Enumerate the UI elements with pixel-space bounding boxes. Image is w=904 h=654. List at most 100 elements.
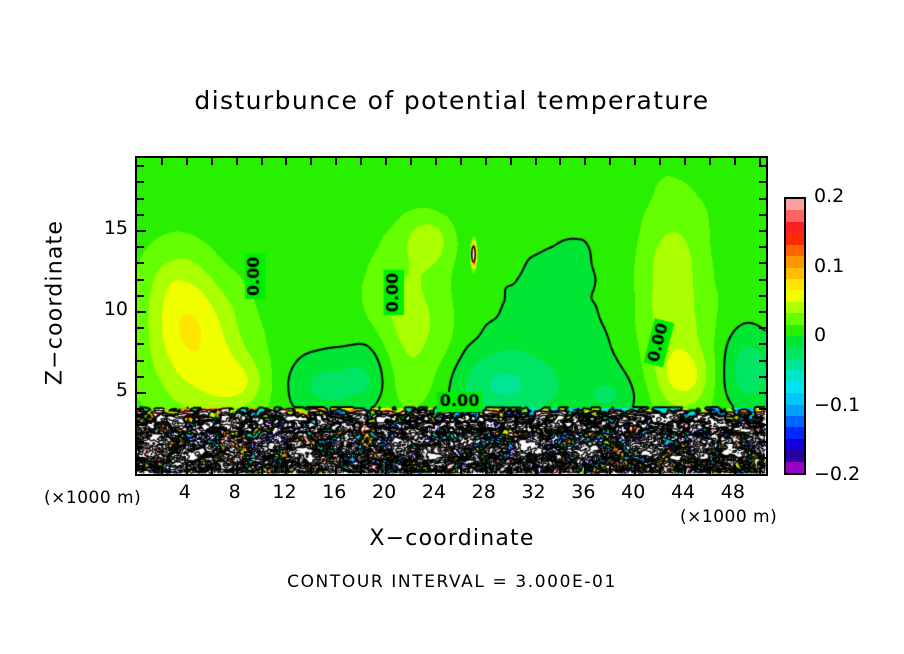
x-tick-mark: [484, 465, 487, 474]
x-tick-mark: [185, 465, 188, 474]
y-tick-mark: [137, 424, 144, 427]
x-tick-mark-top: [285, 158, 288, 165]
x-tick-mark-top: [160, 158, 163, 165]
y-tick-mark: [137, 327, 144, 330]
x-tick-mark-top: [434, 158, 437, 165]
colorbar-band: [786, 381, 804, 394]
y-tick-mark: [137, 278, 144, 281]
colorbar-band: [786, 267, 804, 279]
x-tick-mark-top: [584, 158, 587, 165]
colorbar-band: [786, 313, 804, 325]
y-tick-mark-right: [759, 424, 766, 427]
colorbar-tick-label: −0.2: [814, 463, 861, 485]
x-tick-mark-top: [684, 158, 687, 165]
colorbar-band: [786, 278, 804, 291]
y-tick-mark-right: [759, 246, 766, 249]
y-tick-mark-right: [759, 327, 766, 330]
y-tick-mark-right: [759, 408, 766, 411]
colorbar-band: [786, 324, 804, 337]
y-tick-mark-right: [759, 294, 766, 297]
colorbar-band: [786, 393, 804, 405]
y-tick-mark: [137, 456, 144, 459]
colorbar-band: [786, 416, 804, 428]
x-tick-mark-top: [260, 158, 263, 165]
y-tick-mark: [137, 408, 144, 411]
y-tick-mark-right: [759, 229, 766, 232]
colorbar-band: [786, 461, 804, 474]
x-axis-unit-label: (×1000 m): [680, 507, 778, 527]
y-tick-mark: [137, 197, 144, 200]
colorbar-band: [786, 450, 804, 462]
x-tick-mark: [360, 467, 363, 474]
colorbar-band: [786, 404, 804, 417]
x-tick-mark: [509, 467, 512, 474]
x-tick-label: 16: [322, 481, 347, 503]
x-tick-mark: [659, 467, 662, 474]
colorbar-band: [786, 233, 804, 245]
y-tick-mark-right: [759, 310, 766, 313]
y-tick-mark: [137, 375, 144, 378]
x-tick-label: 20: [372, 481, 397, 503]
x-axis-title: X−coordinate: [369, 526, 535, 551]
x-tick-mark: [459, 467, 462, 474]
y-tick-mark: [137, 181, 144, 184]
x-tick-mark: [733, 465, 736, 474]
colorbar-band: [786, 210, 804, 222]
y-tick-mark: [137, 294, 144, 297]
colorbar-tick-label: 0.2: [814, 185, 845, 207]
x-tick-mark: [260, 467, 263, 474]
y-tick-mark: [137, 391, 146, 394]
y-tick-mark: [137, 246, 144, 249]
x-tick-mark: [758, 467, 761, 474]
x-tick-mark: [160, 467, 163, 474]
x-tick-mark: [310, 467, 313, 474]
x-tick-mark: [285, 465, 288, 474]
y-tick-mark: [137, 165, 144, 168]
x-tick-mark: [534, 465, 537, 474]
plot-area: [135, 156, 768, 476]
x-tick-label: 36: [571, 481, 596, 503]
x-tick-mark-top: [459, 158, 462, 165]
x-tick-mark-top: [385, 158, 388, 165]
colorbar-band: [786, 370, 804, 382]
y-tick-label: 10: [103, 297, 128, 320]
y-axis-unit-label: (×1000 m): [44, 488, 142, 508]
colorbar-band: [786, 256, 804, 268]
y-tick-mark-right: [759, 197, 766, 200]
colorbar-band: [786, 336, 804, 348]
colorbar-band: [786, 347, 804, 359]
y-tick-mark-right: [759, 262, 766, 265]
x-tick-mark: [385, 465, 388, 474]
x-tick-mark-top: [310, 158, 313, 165]
x-tick-mark-top: [708, 158, 711, 165]
x-tick-mark-top: [509, 158, 512, 165]
x-tick-label: 40: [621, 481, 646, 503]
x-tick-mark-top: [659, 158, 662, 165]
x-tick-mark: [708, 467, 711, 474]
y-tick-mark: [137, 229, 146, 232]
x-tick-mark-top: [733, 158, 736, 165]
x-tick-mark-top: [335, 158, 338, 165]
x-tick-mark-top: [410, 158, 413, 165]
y-tick-mark-right: [759, 440, 766, 443]
colorbar: [784, 197, 806, 475]
x-tick-mark: [559, 467, 562, 474]
y-tick-mark: [137, 440, 144, 443]
x-tick-label: 8: [228, 481, 241, 503]
y-tick-mark: [137, 343, 144, 346]
y-tick-mark-right: [759, 165, 766, 168]
contour-field-canvas: [137, 158, 766, 474]
y-axis-title: Z−coordinate: [42, 219, 68, 386]
x-tick-mark-top: [210, 158, 213, 165]
x-tick-mark-top: [484, 158, 487, 165]
x-tick-mark: [410, 467, 413, 474]
y-tick-mark-right: [759, 343, 766, 346]
y-tick-mark: [137, 359, 144, 362]
colorbar-band: [786, 358, 804, 371]
x-tick-label: 48: [720, 481, 745, 503]
y-tick-label: 15: [103, 216, 128, 239]
y-tick-mark-right: [759, 456, 766, 459]
colorbar-band: [786, 244, 804, 257]
x-tick-label: 4: [178, 481, 191, 503]
x-tick-label: 44: [670, 481, 696, 503]
